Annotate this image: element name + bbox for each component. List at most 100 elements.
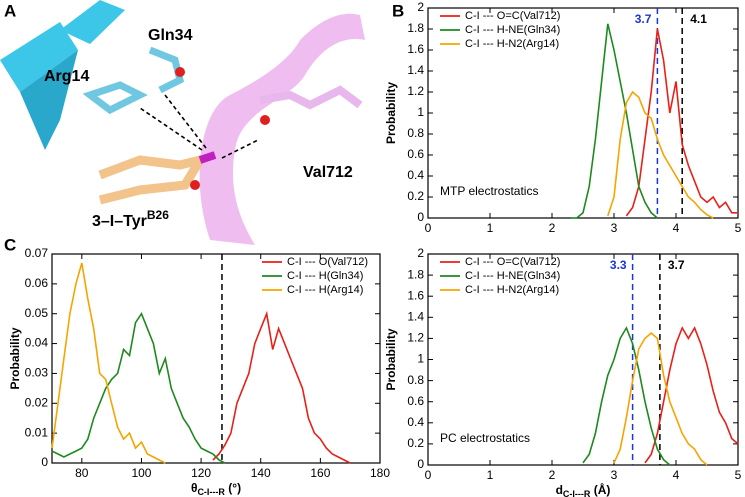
y-tick-label: 1.8 bbox=[407, 21, 424, 35]
x-label-unit: (°) bbox=[225, 481, 241, 495]
series-line bbox=[644, 326, 739, 464]
y-axis-label: Probability bbox=[8, 327, 22, 389]
y-tick-label: 1.6 bbox=[407, 42, 424, 56]
contact-arrows bbox=[139, 94, 259, 159]
panel-letter: C bbox=[4, 235, 16, 254]
residue bbox=[259, 85, 363, 110]
x-label-sub: C-I---R bbox=[197, 487, 225, 497]
legend-label: C-I --- H-NE(Gln34) bbox=[465, 24, 560, 36]
x-axis-label: θC-I---R (°) bbox=[191, 481, 241, 497]
series-line bbox=[582, 326, 671, 466]
y-tick-label: 0.02 bbox=[25, 395, 49, 409]
x-tick-label: 2 bbox=[549, 468, 556, 482]
y-axis-label: Probability bbox=[384, 328, 398, 390]
x-tick-label: 4 bbox=[673, 221, 680, 235]
helix bbox=[0, 22, 78, 92]
x-tick-label: 160 bbox=[310, 466, 330, 480]
y-tick-label: 1.8 bbox=[407, 267, 424, 281]
y-tick-label: 0.06 bbox=[25, 276, 49, 290]
x-label-sub: C-I---R bbox=[563, 489, 591, 497]
y-tick-label: 0.2 bbox=[407, 189, 424, 203]
x-tick-label: 1 bbox=[487, 221, 494, 235]
reference-label: 3.3 bbox=[610, 258, 627, 272]
y-axis-label: Probability bbox=[384, 82, 398, 144]
x-tick-label: 0 bbox=[425, 221, 432, 235]
series-line bbox=[613, 332, 708, 466]
plot-frame bbox=[51, 253, 381, 464]
y-tick-label: 0.6 bbox=[407, 394, 424, 408]
x-tick-label: 5 bbox=[735, 468, 742, 482]
y-tick-label: 0.01 bbox=[25, 425, 49, 439]
x-tick-label: 2 bbox=[549, 221, 556, 235]
atom bbox=[260, 115, 270, 125]
series-line bbox=[607, 90, 714, 219]
atom bbox=[190, 180, 200, 190]
y-tick-label: 1.4 bbox=[407, 309, 424, 323]
helix bbox=[20, 50, 78, 150]
x-tick-label: 3 bbox=[611, 221, 618, 235]
x-tick-label: 100 bbox=[131, 466, 151, 480]
y-tick-label: 0.07 bbox=[25, 246, 49, 260]
x-tick-label: 1 bbox=[487, 468, 494, 482]
legend-label: C-I --- H-N2(Arg14) bbox=[465, 38, 559, 50]
y-tick-label: 2 bbox=[417, 0, 424, 14]
x-tick-label: 80 bbox=[75, 466, 89, 480]
y-tick-label: 1.2 bbox=[407, 331, 424, 345]
helix bbox=[60, 0, 125, 44]
panel-letter: A bbox=[4, 1, 16, 20]
y-tick-label: 0.2 bbox=[407, 436, 424, 450]
tyr-label: 3–I–TyrB26 bbox=[92, 208, 169, 230]
atom bbox=[175, 67, 185, 77]
reference-label: 3.7 bbox=[668, 258, 685, 272]
ribbon bbox=[199, 13, 365, 245]
series-line bbox=[625, 28, 738, 217]
y-tick-label: 0.04 bbox=[25, 336, 49, 350]
legend-label: C-I --- H(Arg14) bbox=[287, 284, 363, 296]
tyr-chain: B26 bbox=[147, 208, 169, 222]
y-tick-label: 2 bbox=[417, 246, 424, 260]
y-tick-label: 0.8 bbox=[407, 373, 424, 387]
y-tick-label: 1 bbox=[417, 352, 424, 366]
series-line bbox=[212, 310, 351, 464]
y-tick-label: 0.4 bbox=[407, 168, 424, 182]
val-label: Val712 bbox=[303, 164, 353, 181]
x-tick-label: 180 bbox=[370, 466, 390, 480]
legend-label: C-I --- H(Gln34) bbox=[287, 270, 363, 282]
y-tick-label: 0 bbox=[41, 455, 48, 469]
iodine bbox=[198, 151, 217, 164]
y-tick-label: 0.03 bbox=[25, 366, 49, 380]
arg-label: Arg14 bbox=[44, 68, 89, 85]
x-tick-label: 4 bbox=[673, 468, 680, 482]
x-tick-label: 0 bbox=[425, 468, 432, 482]
x-tick-label: 120 bbox=[191, 466, 211, 480]
x-label-main: d bbox=[556, 483, 563, 497]
residue bbox=[82, 46, 185, 115]
x-axis-label: dC-I---R (Å) bbox=[556, 482, 611, 497]
reference-label: 4.1 bbox=[690, 12, 707, 26]
series-line bbox=[570, 23, 658, 219]
legend-label: C-I --- H-NE(Gln34) bbox=[465, 270, 560, 282]
y-tick-label: 0 bbox=[417, 210, 424, 224]
panel-a-art: Gln34 Arg14 Val712 3–I–TyrB26 bbox=[0, 0, 365, 245]
y-tick-label: 0.8 bbox=[407, 126, 424, 140]
panel-letter: B bbox=[392, 1, 404, 20]
series-line bbox=[51, 311, 226, 464]
y-tick-label: 1.2 bbox=[407, 84, 424, 98]
tyr-name: 3–I–Tyr bbox=[92, 213, 147, 230]
series-line bbox=[51, 262, 166, 464]
legend-label: C-I --- O=C(Val712) bbox=[465, 256, 560, 268]
legend-label: C-I --- O(Val712) bbox=[287, 256, 368, 268]
x-tick-label: 3 bbox=[611, 468, 618, 482]
x-label-unit: (Å) bbox=[590, 482, 610, 497]
residue bbox=[98, 152, 210, 205]
gln-label: Gln34 bbox=[148, 27, 193, 44]
x-tick-label: 5 bbox=[735, 221, 742, 235]
legend-label: C-I --- H-N2(Arg14) bbox=[465, 284, 559, 296]
y-tick-label: 0 bbox=[417, 457, 424, 471]
x-label-main: θ bbox=[191, 481, 198, 495]
x-tick-label: 140 bbox=[251, 466, 271, 480]
y-tick-label: 0.05 bbox=[25, 306, 49, 320]
y-tick-label: 0.6 bbox=[407, 147, 424, 161]
y-tick-label: 1 bbox=[417, 105, 424, 119]
